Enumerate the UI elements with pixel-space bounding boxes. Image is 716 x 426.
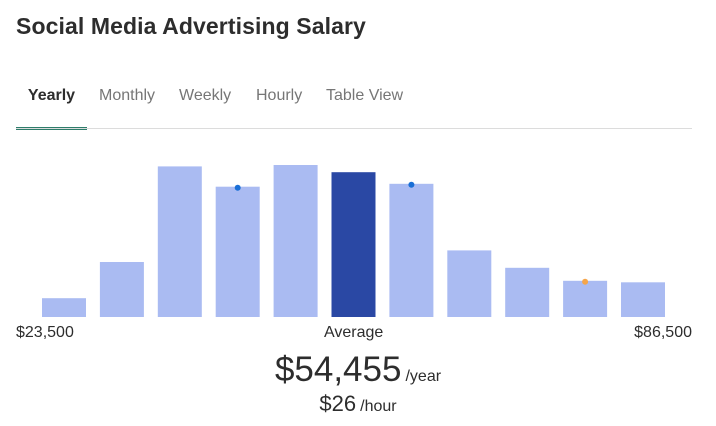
tab-label: Weekly <box>179 87 232 104</box>
salary-bar <box>157 166 202 317</box>
tab-hourly[interactable]: Hourly <box>256 84 302 128</box>
histogram-markers <box>234 181 589 285</box>
blue-marker-dot <box>408 181 415 188</box>
page-title: Social Media Advertising Salary <box>16 13 366 39</box>
tab-weekly[interactable]: Weekly <box>179 84 231 128</box>
salary-bar <box>389 183 434 317</box>
tab-label: Yearly <box>27 87 76 104</box>
salary-bar <box>99 262 144 317</box>
tab-label: Hourly <box>256 87 303 104</box>
hourly-unit: /hour <box>360 398 397 415</box>
salary-bar <box>42 298 86 317</box>
hourly-salary-value: $26 <box>319 391 357 416</box>
orange-marker-dot <box>582 278 589 285</box>
tab-monthly[interactable]: Monthly <box>99 84 155 128</box>
tabs-divider <box>16 128 692 129</box>
salary-histogram <box>42 165 665 317</box>
x-min-label: $23,500 <box>16 324 74 341</box>
salary-bar <box>215 186 260 317</box>
salary-bar <box>505 267 550 317</box>
x-average-label: Average <box>324 324 384 341</box>
average-hourly-salary: $26/hour <box>0 391 716 417</box>
salary-period-tabs: Yearly Monthly Weekly Hourly Table View <box>16 84 692 130</box>
average-salary-bar <box>331 172 376 317</box>
salary-bar <box>621 282 665 317</box>
salary-bar <box>273 165 318 317</box>
histogram-bars <box>42 165 665 317</box>
salary-bar <box>563 280 608 317</box>
yearly-salary-value: $54,455 <box>274 350 402 389</box>
tab-label: Monthly <box>99 87 156 104</box>
tab-label: Table View <box>326 87 404 104</box>
x-max-label: $86,500 <box>634 324 692 341</box>
average-yearly-salary: $54,455/year <box>0 350 716 390</box>
blue-marker-dot <box>234 184 241 191</box>
yearly-unit: /year <box>405 368 442 385</box>
tab-table-view[interactable]: Table View <box>326 84 403 128</box>
tab-yearly[interactable]: Yearly <box>16 84 87 130</box>
salary-bar <box>447 250 492 317</box>
